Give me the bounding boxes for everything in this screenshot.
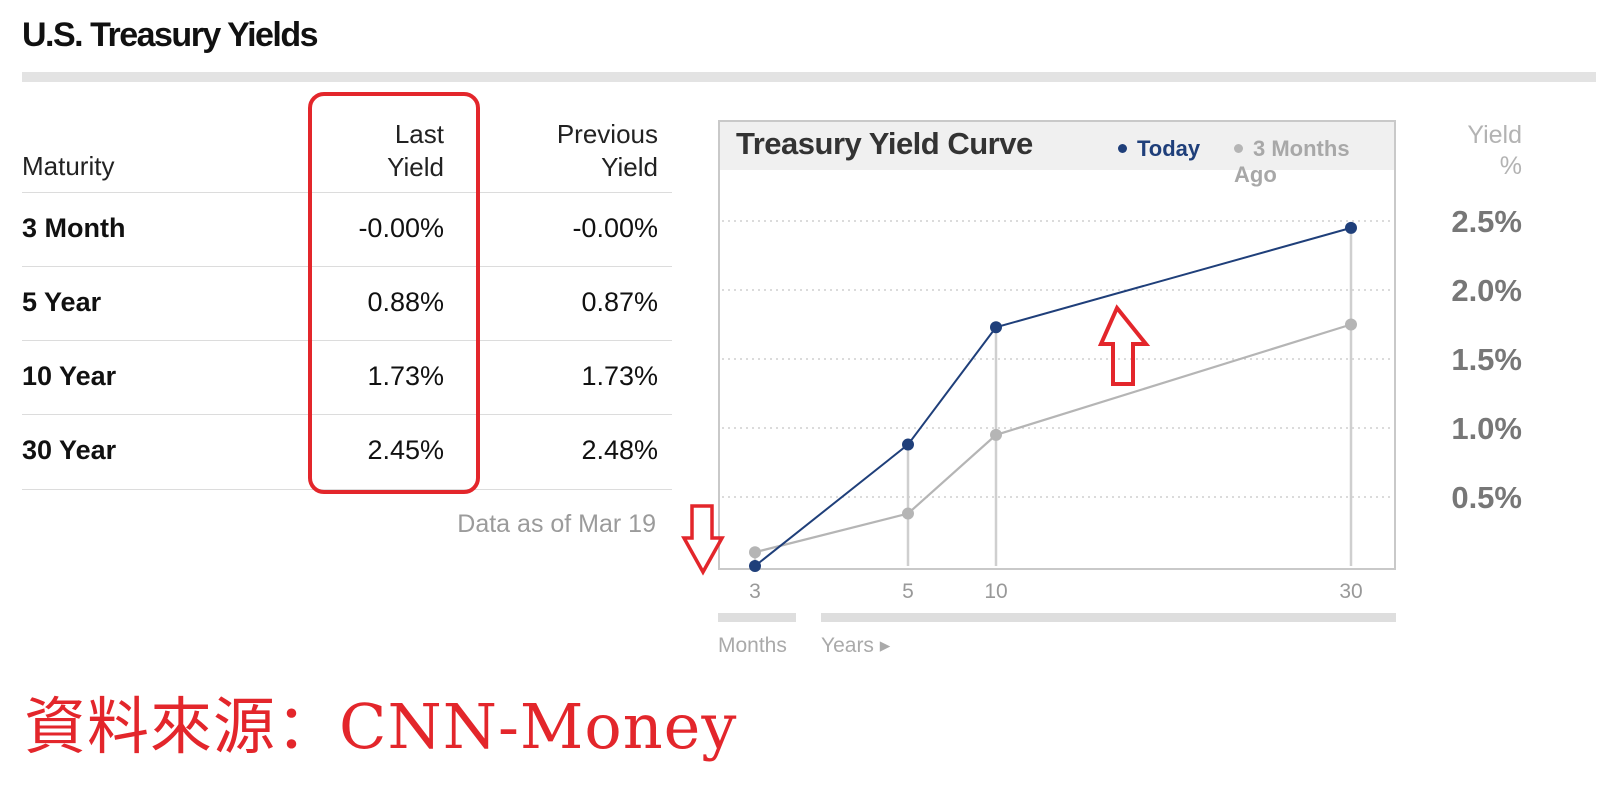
legend-today: Today bbox=[1118, 136, 1200, 162]
months-group-bar bbox=[718, 613, 796, 622]
x-tick-label: 10 bbox=[984, 580, 1007, 603]
y-axis-title-line2: % bbox=[1499, 152, 1522, 180]
legend-three-months-ago: 3 Months Ago bbox=[1234, 136, 1394, 188]
data-point bbox=[902, 507, 914, 520]
last-yield-cell: -0.00% bbox=[358, 213, 444, 243]
last-yield-cell: 2.45% bbox=[367, 435, 444, 465]
header-previous-yield: Previous Yield bbox=[557, 118, 658, 184]
title-divider bbox=[22, 72, 1596, 82]
last-yield-cell: 0.88% bbox=[367, 287, 444, 317]
chart-header: Treasury Yield Curve Today 3 Months Ago bbox=[720, 122, 1394, 187]
last-yield-highlight-box bbox=[308, 92, 480, 494]
table-row: 5 Year 0.88% 0.87% bbox=[22, 266, 672, 341]
previous-yield-cell: 0.87% bbox=[581, 287, 658, 317]
years-group-bar bbox=[821, 613, 1396, 622]
chart-title: Treasury Yield Curve bbox=[736, 126, 1033, 161]
header-last-yield: Last Yield bbox=[387, 118, 444, 184]
data-point bbox=[749, 546, 761, 559]
legend-today-label: Today bbox=[1137, 136, 1201, 161]
data-point bbox=[1345, 221, 1357, 234]
y-tick-label: 0.5% bbox=[1451, 480, 1522, 515]
x-tick-label: 3 bbox=[749, 580, 761, 603]
x-tick-label: 5 bbox=[902, 580, 914, 603]
data-as-of: Data as of Mar 19 bbox=[457, 510, 656, 538]
page-title: U.S. Treasury Yields bbox=[22, 16, 319, 54]
last-yield-cell: 1.73% bbox=[367, 361, 444, 391]
table-row: 3 Month -0.00% -0.00% bbox=[22, 192, 672, 267]
header-last-line1: Last bbox=[394, 119, 444, 149]
maturity-cell: 10 Year bbox=[22, 361, 117, 391]
series-line-three-months-ago bbox=[754, 323, 1352, 554]
previous-yield-cell: 2.48% bbox=[581, 435, 658, 465]
source-note: 資料來源：CNN-Money bbox=[24, 690, 738, 763]
y-tick-label: 1.5% bbox=[1451, 342, 1522, 377]
y-tick-label: 2.5% bbox=[1451, 204, 1522, 239]
x-tick-label: 30 bbox=[1339, 580, 1362, 603]
header-last-line2: Yield bbox=[387, 152, 444, 182]
header-maturity: Maturity bbox=[22, 151, 115, 181]
data-point bbox=[1345, 318, 1357, 331]
header-prev-line1: Previous bbox=[556, 119, 658, 149]
x-group-label-months: Months bbox=[718, 634, 787, 657]
previous-yield-cell: -0.00% bbox=[572, 213, 658, 243]
up-arrow-icon bbox=[1097, 304, 1151, 386]
table-row: 10 Year 1.73% 1.73% bbox=[22, 340, 672, 415]
legend-dot-icon bbox=[1118, 143, 1127, 153]
legend-dot-icon bbox=[1234, 143, 1243, 153]
data-point bbox=[749, 560, 761, 572]
series-line-today bbox=[754, 226, 1352, 567]
y-tick-label: 2.0% bbox=[1451, 273, 1522, 308]
x-group-label-years: Years ▸ bbox=[821, 634, 891, 657]
maturity-cell: 5 Year bbox=[22, 287, 102, 317]
previous-yield-cell: 1.73% bbox=[581, 361, 658, 391]
y-tick-label: 1.0% bbox=[1451, 411, 1522, 446]
table-row: 30 Year 2.45% 2.48% bbox=[22, 414, 672, 490]
down-arrow-icon bbox=[681, 504, 725, 576]
maturity-cell: 3 Month bbox=[22, 213, 126, 243]
y-axis-title-line1: Yield bbox=[1467, 121, 1522, 149]
maturity-cell: 30 Year bbox=[22, 435, 117, 465]
data-point bbox=[990, 321, 1002, 334]
data-point bbox=[990, 428, 1002, 441]
legend-ago-label: 3 Months Ago bbox=[1234, 136, 1350, 187]
y-axis-title: Yield % bbox=[1440, 120, 1522, 182]
data-point bbox=[902, 438, 914, 451]
header-prev-line2: Yield bbox=[601, 152, 658, 182]
